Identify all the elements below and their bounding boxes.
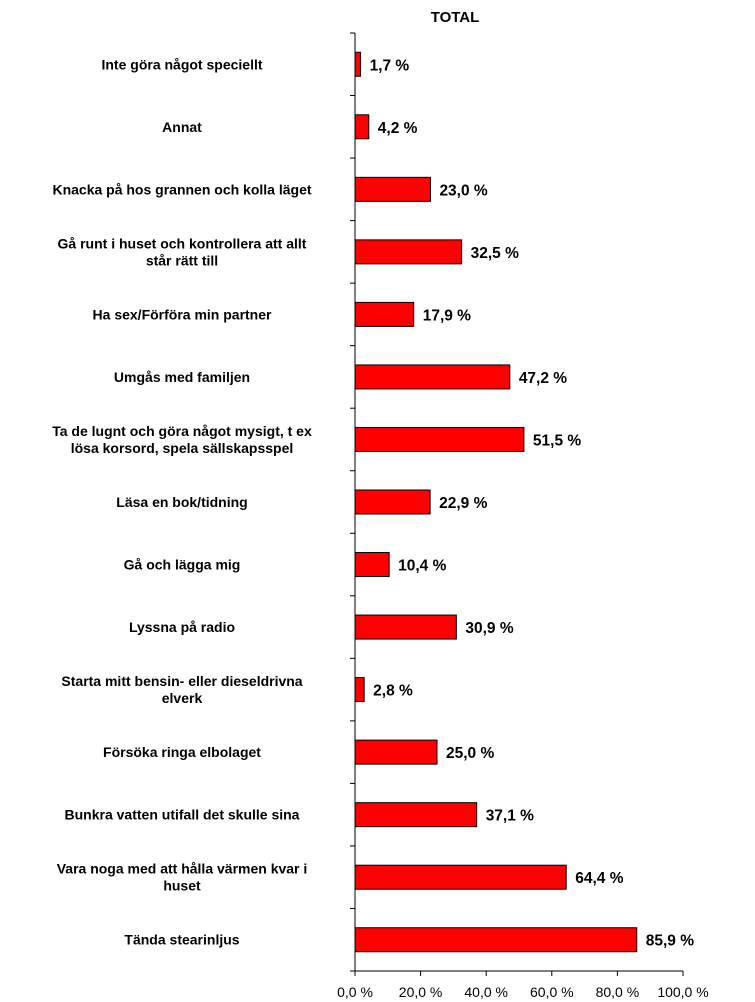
category-label: Försöka ringa elbolaget (103, 744, 261, 760)
category-label: Tända stearinljus (124, 932, 239, 948)
bar (354, 802, 478, 828)
value-label: 10,4 % (398, 558, 446, 575)
bar (354, 176, 431, 202)
bar (354, 364, 511, 390)
category-label: Ta de lugnt och göra något mysigt, t ex l… (52, 423, 312, 456)
value-label: 64,4 % (575, 870, 623, 887)
category-label: Bunkra vatten utifall det skulle sina (65, 807, 300, 823)
category-label: Knacka på hos grannen och kolla läget (52, 181, 311, 197)
bar (354, 426, 525, 452)
bar (354, 864, 567, 890)
value-label: 51,5 % (533, 432, 581, 449)
value-label: 2,8 % (373, 683, 413, 700)
bar (354, 927, 638, 953)
category-label: Inte göra något speciellt (101, 56, 262, 72)
category-label: Vara noga med att hålla värmen kvar i hus… (57, 861, 308, 894)
value-label: 85,9 % (646, 933, 694, 950)
bar (354, 114, 370, 140)
x-tick-label: 40,0 % (464, 984, 508, 1000)
category-label: Gå runt i huset och kontrollera att allt… (58, 235, 307, 268)
bar (354, 739, 438, 765)
x-tick-label: 20,0 % (399, 984, 443, 1000)
plot-area: 1,7 % Inte göra något speciellt 4,2 % Annat… (52, 32, 709, 1000)
bar (354, 51, 362, 77)
category-label: Umgås med familjen (114, 369, 250, 385)
category-label: Annat (162, 119, 202, 135)
category-label: Starta mitt bensin- eller dieseldrivna el… (61, 673, 302, 706)
value-label: 1,7 % (370, 57, 410, 74)
value-label: 22,9 % (439, 495, 487, 512)
bar (354, 614, 457, 640)
x-tick-label: 60,0 % (530, 984, 574, 1000)
value-label: 30,9 % (465, 620, 513, 637)
value-label: 17,9 % (423, 307, 471, 324)
category-label: Gå och lägga mig (124, 557, 241, 573)
x-tick-label: 0,0 % (337, 984, 373, 1000)
bar (354, 301, 415, 327)
category-label: Lyssna på radio (129, 619, 235, 635)
bar (354, 677, 365, 703)
bar (354, 239, 463, 265)
category-label: Läsa en bok/tidning (116, 494, 247, 510)
x-tick-label: 100,0 % (657, 984, 708, 1000)
bar (354, 489, 431, 515)
value-label: 47,2 % (519, 370, 567, 387)
category-label: Ha sex/Förföra min partner (93, 306, 272, 322)
chart-title: TOTAL (431, 9, 480, 26)
bar (354, 552, 390, 578)
value-label: 25,0 % (446, 745, 494, 762)
value-label: 23,0 % (439, 182, 487, 199)
value-label: 4,2 % (378, 120, 418, 137)
value-label: 37,1 % (486, 808, 534, 825)
x-tick-label: 80,0 % (596, 984, 640, 1000)
value-label: 32,5 % (471, 245, 519, 262)
